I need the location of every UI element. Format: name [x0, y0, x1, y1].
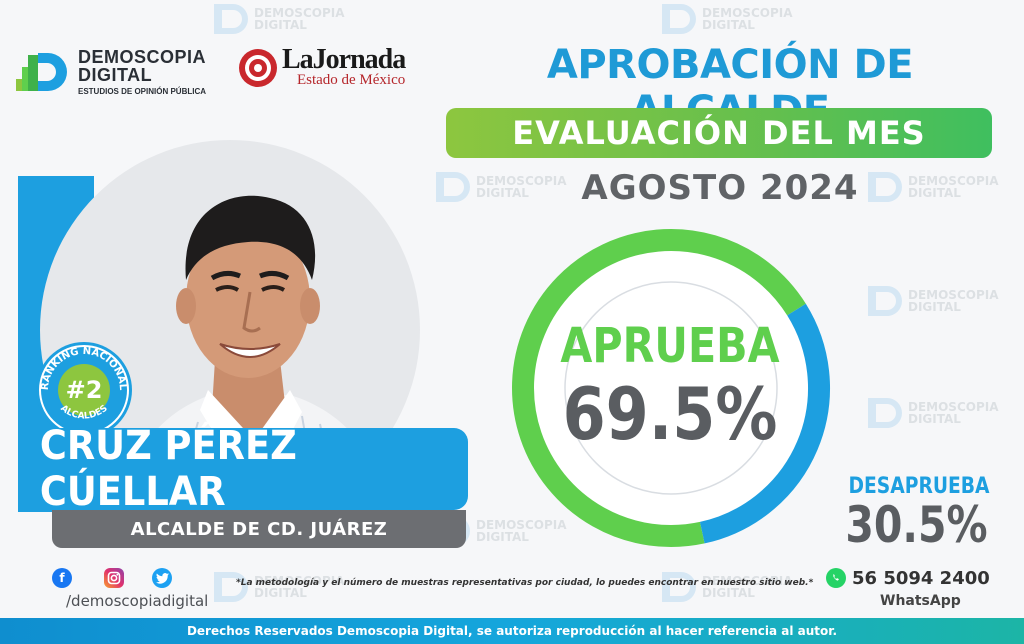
- approve-label: APRUEBA: [560, 318, 780, 374]
- watermark-logo: DEMOSCOPIA DIGITAL: [436, 172, 567, 202]
- mayor-name-bar: CRUZ PÉREZ CÚELLAR: [22, 423, 468, 515]
- watermark-logo: DEMOSCOPIA DIGITAL: [868, 172, 999, 202]
- partner-name: LaJornada: [282, 44, 406, 75]
- ranking-value: #2: [66, 376, 103, 404]
- facebook-icon[interactable]: f: [52, 568, 72, 588]
- demoscopia-logo-icon: [16, 53, 67, 91]
- ranking-badge: RANKING NACIONAL #2 ALCALDES: [36, 342, 132, 438]
- mayor-role-bar: ALCALDE DE CD. JUÁREZ: [52, 510, 466, 548]
- approve-slice: [512, 229, 806, 547]
- watermark-logo: DEMOSCOPIA DIGITAL: [214, 4, 345, 34]
- partner-subtitle: Estado de México: [296, 72, 406, 88]
- lajornada-logo: LaJornada Estado de México: [238, 44, 406, 89]
- whatsapp-icon[interactable]: [826, 568, 846, 588]
- brand-name-line1: DEMOSCOPIA: [78, 47, 207, 67]
- watermark-logo: DEMOSCOPIA DIGITAL: [662, 572, 793, 602]
- whatsapp-phone[interactable]: 56 5094 2400: [852, 568, 990, 589]
- evaluation-banner: EVALUACIÓN DEL MES: [446, 108, 992, 158]
- disapprove-value: 30.5%: [845, 496, 988, 554]
- instagram-icon[interactable]: [104, 568, 124, 588]
- brand-name-line2: DIGITAL: [78, 65, 153, 85]
- lajornada-seal-icon: [239, 48, 277, 87]
- methodology-note: *La metodología y el número de muestras …: [236, 578, 814, 588]
- twitter-icon[interactable]: [152, 568, 172, 588]
- rights-text: Derechos Reservados Demoscopia Digital, …: [186, 624, 838, 638]
- social-handle[interactable]: /demoscopiadigital: [66, 592, 209, 610]
- disapprove-slice: [699, 303, 830, 544]
- mayor-name: CRUZ PÉREZ CÚELLAR: [39, 423, 297, 515]
- evaluation-banner-text: EVALUACIÓN DEL MES: [512, 114, 926, 152]
- mayor-role: ALCALDE DE CD. JUÁREZ: [130, 518, 388, 540]
- disapprove-label: DESAPRUEBA: [848, 474, 990, 499]
- brand-tagline: ESTUDIOS DE OPINIÓN PÚBLICA: [78, 87, 207, 96]
- approve-value: 69.5%: [562, 372, 778, 456]
- watermark-logo: DEMOSCOPIA DIGITAL: [662, 4, 793, 34]
- demoscopia-logo: DEMOSCOPIA DIGITAL ESTUDIOS DE OPINIÓN P…: [14, 48, 206, 96]
- watermark-logo: DEMOSCOPIA DIGITAL: [868, 398, 999, 428]
- watermark-logo: DEMOSCOPIA DIGITAL: [868, 286, 999, 316]
- period-label: AGOSTO 2024: [581, 168, 859, 208]
- watermark-logo: DEMOSCOPIA DIGITAL: [214, 572, 345, 602]
- rights-bar: Derechos Reservados Demoscopia Digital, …: [0, 618, 1024, 644]
- whatsapp-label: WhatsApp: [880, 593, 961, 609]
- approval-donut-chart: [512, 229, 830, 547]
